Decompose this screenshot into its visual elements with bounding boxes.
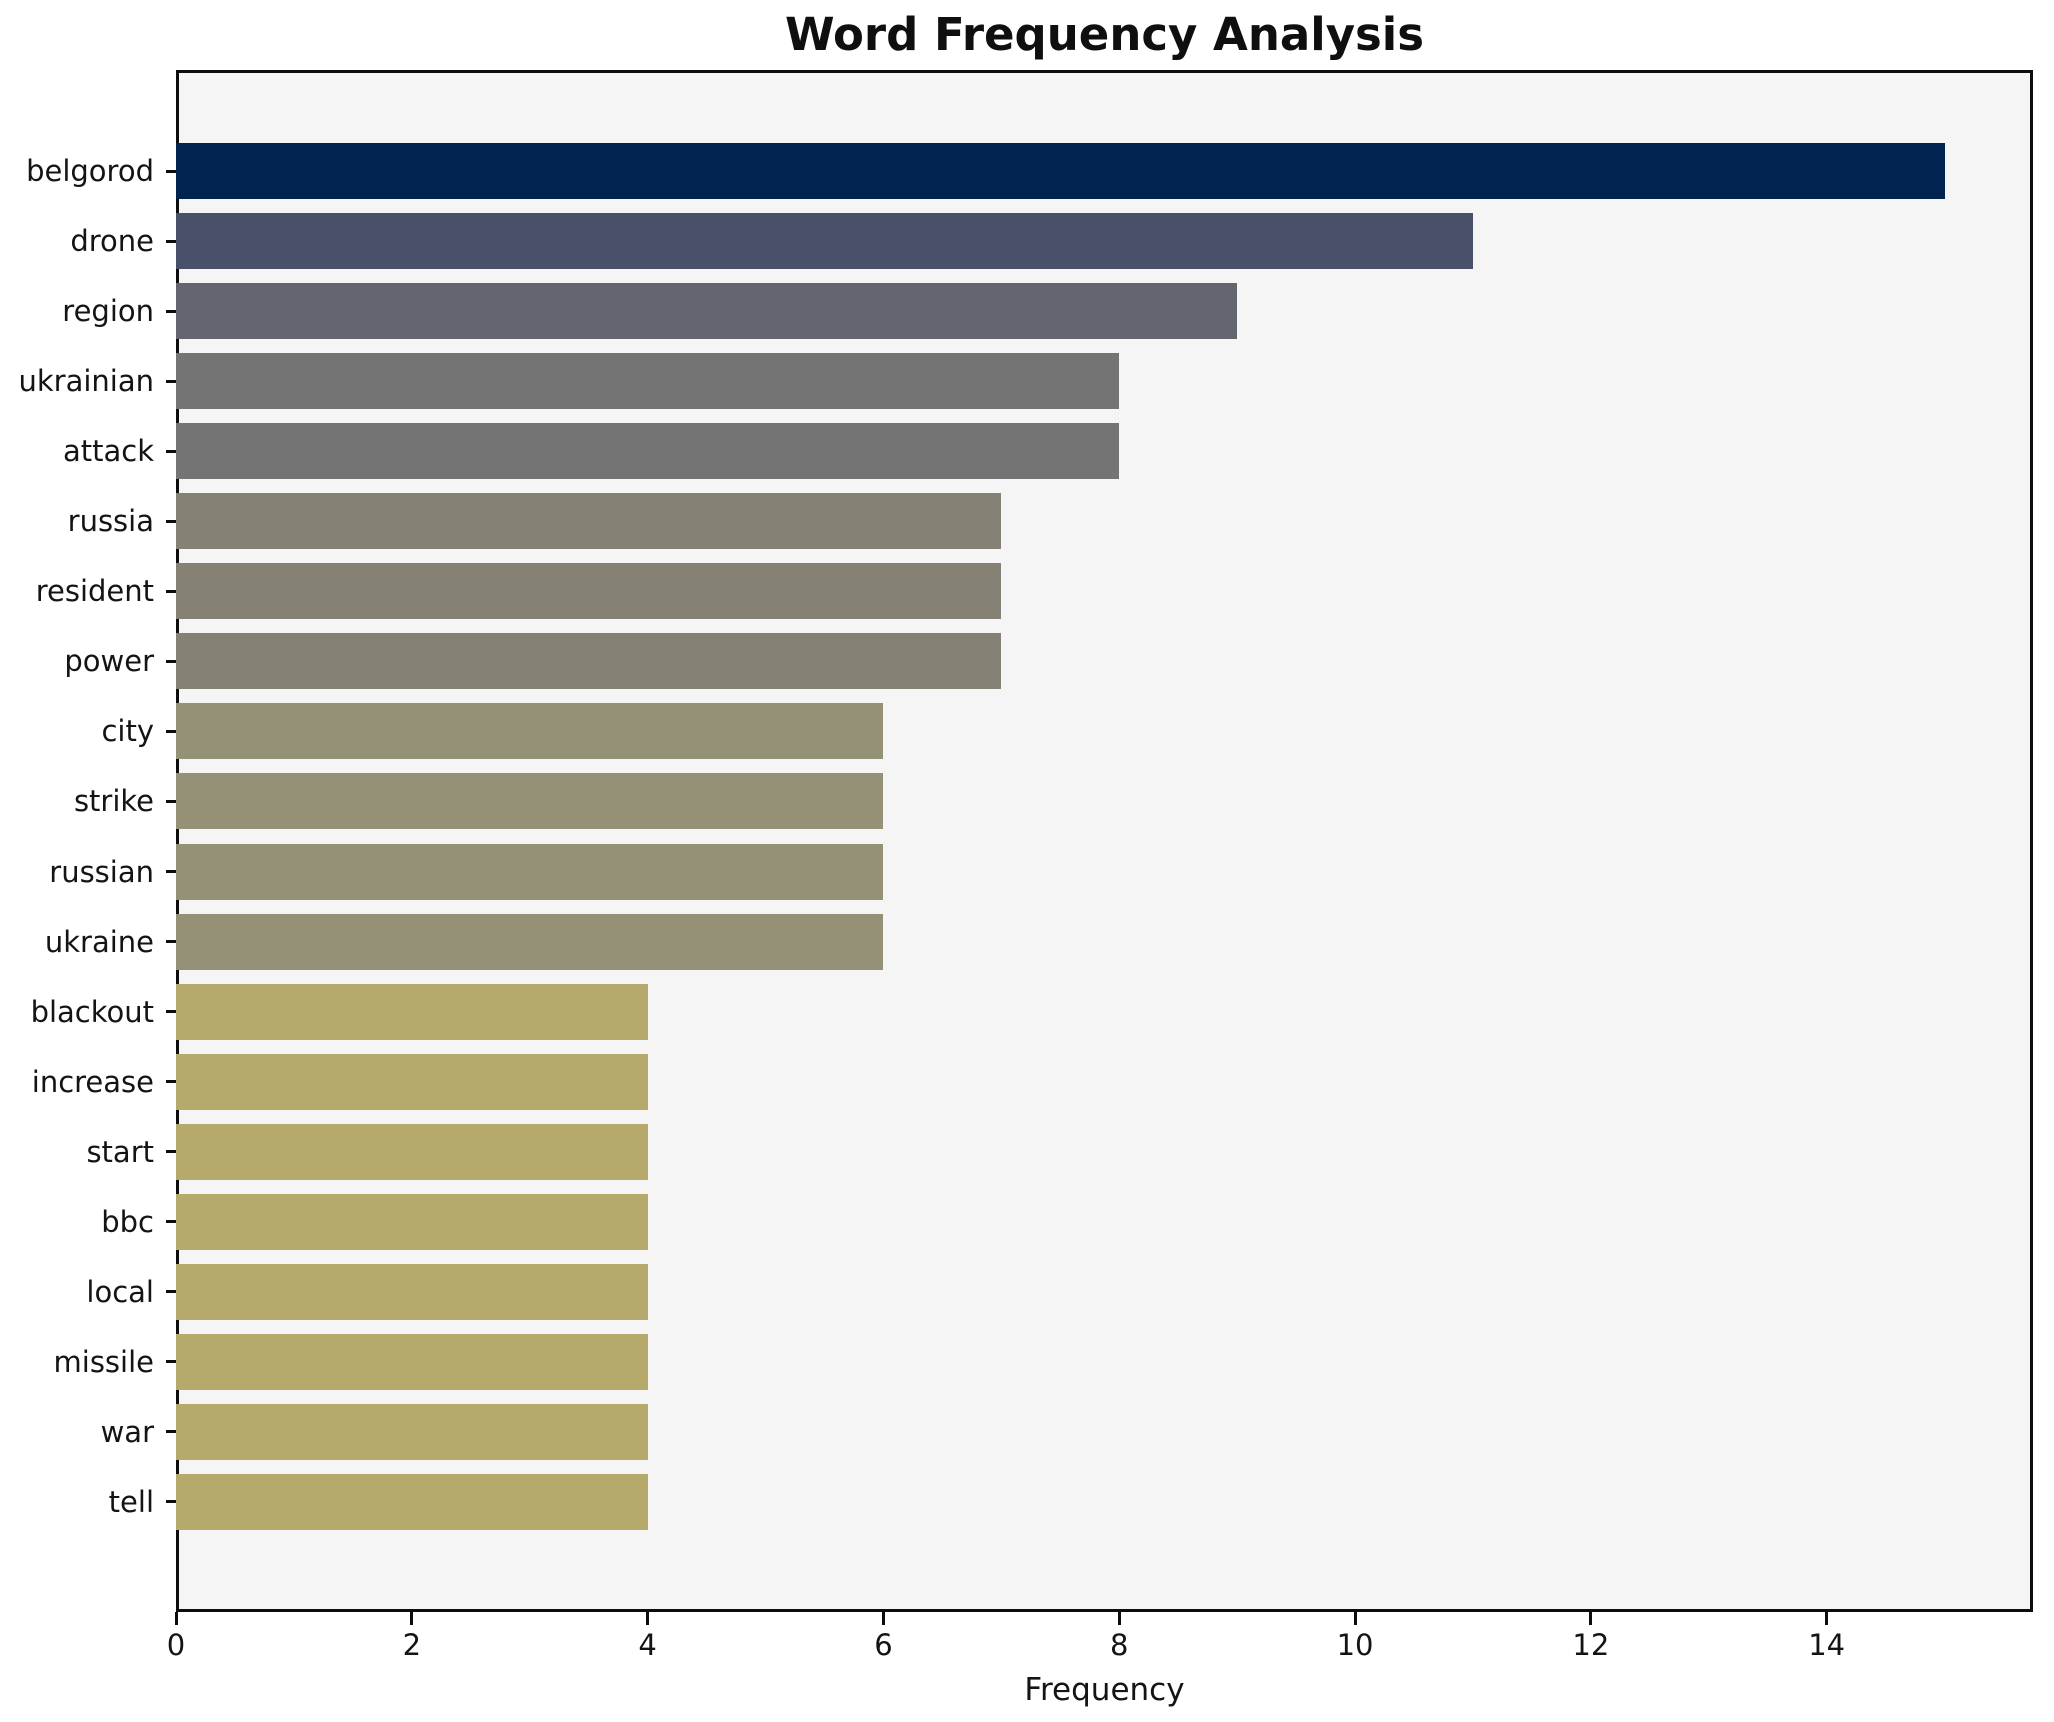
bar-row [176,633,2033,690]
bar [176,1333,648,1390]
bar [176,983,648,1040]
x-tick-label: 10 [1336,1628,1374,1662]
x-tick-label: 4 [638,1628,657,1662]
bar [176,143,1945,199]
x-tick-mark [1117,1612,1121,1625]
y-tick-mark [166,1290,176,1294]
bar-row [176,283,2033,340]
x-tick-label: 12 [1572,1628,1610,1662]
y-tick-mark [166,589,176,593]
bar-row [176,703,2033,760]
y-tick-mark [166,379,176,383]
y-tick-mark [166,659,176,663]
y-tick-mark [166,1360,176,1364]
x-tick-mark [1353,1612,1357,1625]
bar-row [176,843,2033,900]
y-tick-label: increase [31,1064,154,1099]
bar-row [176,773,2033,830]
y-tick-label: russian [49,854,154,889]
x-tick-label: 0 [166,1628,186,1662]
bar-row [176,1263,2033,1320]
bar-row [176,353,2033,410]
y-tick-mark [166,519,176,523]
bar-row [176,1333,2033,1390]
y-tick-label: blackout [30,994,154,1029]
y-tick-label: russia [67,504,154,539]
y-tick-label: region [62,294,154,329]
chart-title: Word Frequency Analysis [784,8,1425,61]
x-tick-label: 2 [402,1628,422,1662]
bar-row [176,563,2033,620]
y-tick-label: attack [62,434,154,469]
bar [176,1403,648,1460]
x-tick-mark [646,1612,650,1625]
bar [176,563,1002,620]
bar-row [176,983,2033,1040]
bar [176,1053,648,1110]
bar-row [176,423,2033,480]
y-tick-mark [166,799,176,803]
y-tick-label: tell [108,1484,154,1519]
y-tick-mark [166,1220,176,1224]
bar-row [176,1403,2033,1460]
bar [176,1263,648,1320]
y-tick-label: ukraine [44,924,154,959]
bar [176,633,1002,690]
x-tick-mark [881,1612,885,1625]
bar-row [176,1123,2033,1180]
y-tick-label: start [86,1134,154,1169]
y-tick-label: belgorod [26,154,154,188]
y-tick-label: bbc [101,1204,154,1239]
bar-row [176,1193,2033,1250]
bar [176,1193,648,1250]
y-tick-mark [166,1500,176,1504]
x-tick-label: 6 [874,1628,893,1662]
y-tick-mark [166,1430,176,1434]
y-tick-label: strike [73,784,154,819]
y-tick-label: power [64,644,154,679]
y-tick-mark [166,1080,176,1084]
bar [176,213,1473,270]
bar-row [176,913,2033,970]
x-axis-label: Frequency [1024,1672,1185,1708]
y-tick-mark [166,309,176,313]
bar [176,1123,648,1180]
x-tick-mark [1589,1612,1593,1625]
y-tick-mark [166,729,176,733]
y-tick-label: drone [70,224,154,259]
bar [176,913,884,970]
x-tick-label: 14 [1808,1628,1846,1662]
y-tick-mark [166,940,176,944]
y-tick-mark [166,449,176,453]
bar-row [176,1473,2033,1530]
x-tick-label: 8 [1110,1628,1129,1662]
bar [176,773,884,830]
bar-row [176,1053,2033,1110]
y-tick-label: war [100,1414,154,1449]
bar-row [176,213,2033,270]
bar-row [176,143,2033,199]
bar [176,493,1002,550]
bar-row [176,493,2033,550]
bar [176,843,884,900]
x-tick-mark [410,1612,414,1625]
y-tick-label: city [101,714,154,749]
bar [176,703,884,760]
y-tick-mark [166,169,176,173]
bar [176,283,1238,340]
y-tick-label: ukrainian [18,364,154,399]
y-tick-label: missile [53,1344,154,1379]
bar [176,423,1120,480]
y-tick-mark [166,870,176,873]
y-tick-label: resident [35,574,154,609]
y-tick-mark [166,1010,176,1014]
x-tick-mark [1825,1612,1829,1625]
bar [176,1473,648,1530]
y-tick-mark [166,239,176,243]
x-tick-mark [174,1612,178,1625]
bar [176,353,1120,410]
y-tick-mark [166,1150,176,1154]
y-tick-label: local [86,1274,154,1309]
